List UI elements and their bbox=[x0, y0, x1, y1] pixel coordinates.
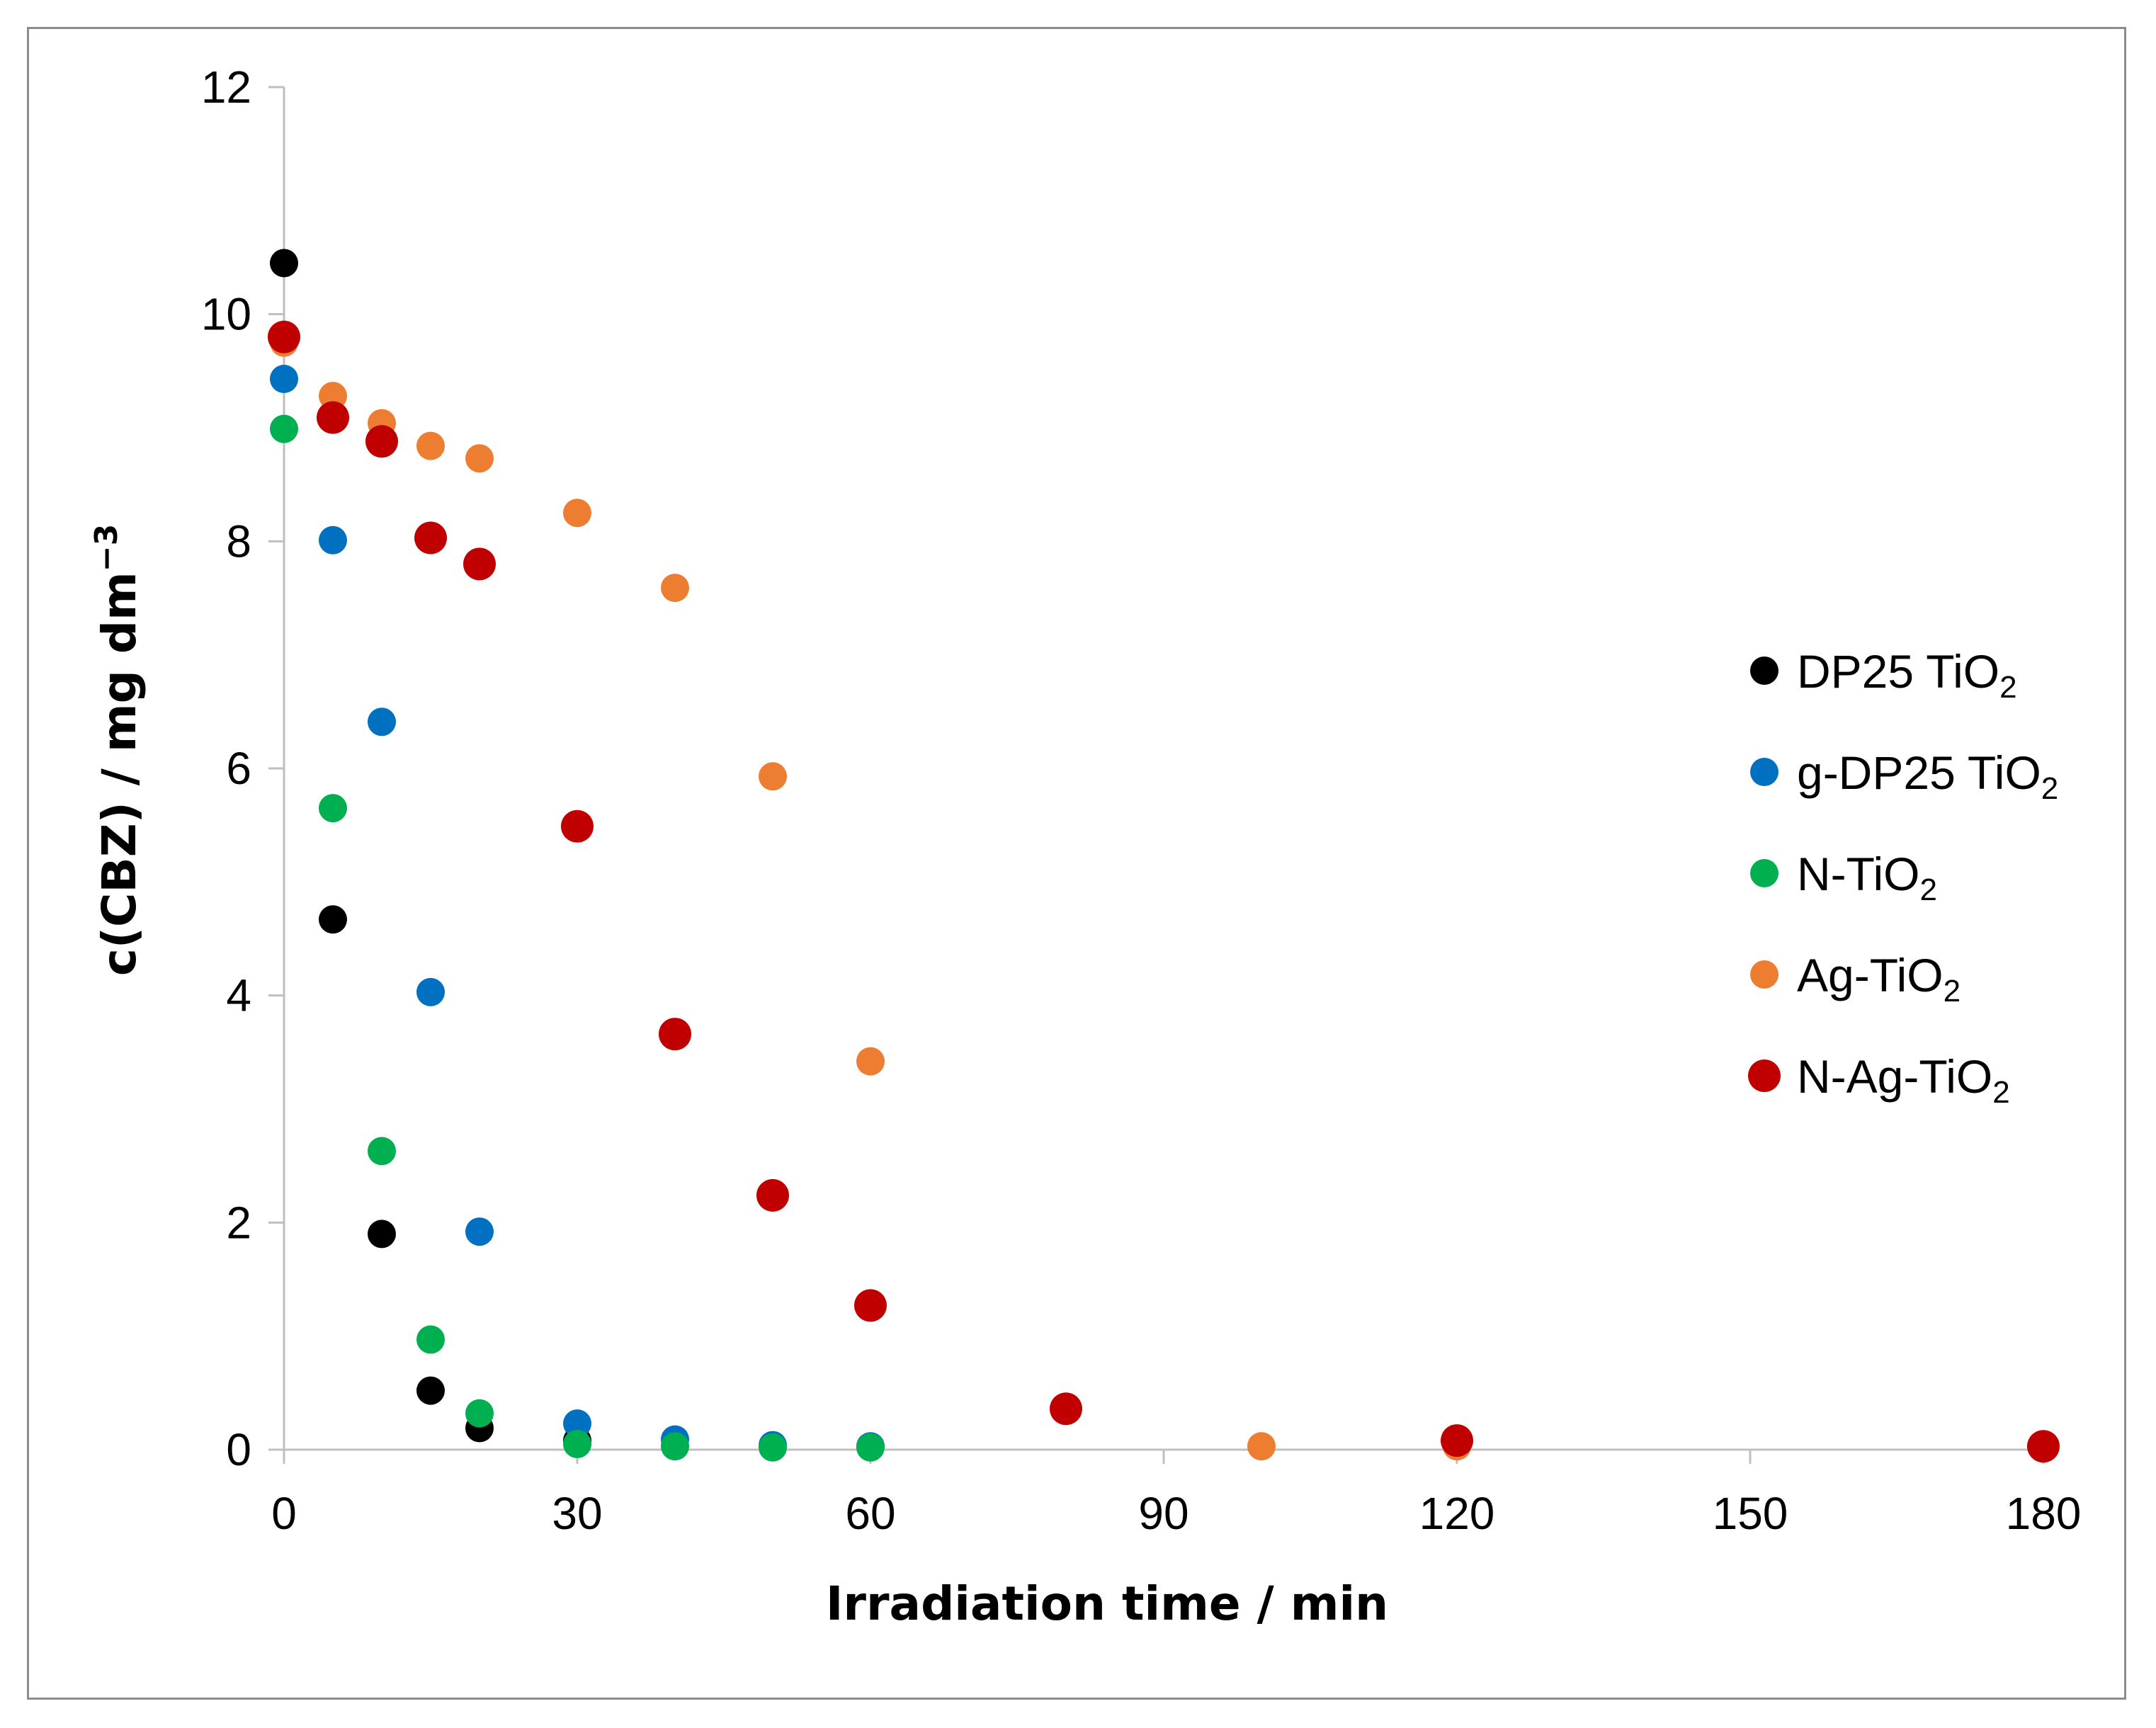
series-2 bbox=[270, 414, 885, 1462]
data-point bbox=[319, 794, 347, 823]
data-point bbox=[1050, 1392, 1082, 1426]
series-4 bbox=[268, 320, 2060, 1463]
x-tick-labels: 0 30 60 90 120 150 180 bbox=[271, 1488, 2081, 1539]
legend-label: N-TiO2 bbox=[1797, 848, 1937, 907]
chart-frame: 0 30 60 90 120 150 180 0 2 4 6 8 10 12 Irradiation t… bbox=[27, 27, 2126, 1700]
data-point bbox=[416, 1376, 445, 1405]
legend-label: Ag-TiO2 bbox=[1797, 949, 1961, 1008]
data-point bbox=[416, 431, 445, 460]
data-point bbox=[368, 1137, 396, 1166]
data-point bbox=[661, 1432, 689, 1461]
data-point bbox=[270, 365, 298, 394]
legend-marker bbox=[1750, 758, 1778, 786]
data-point bbox=[365, 425, 398, 458]
data-point bbox=[2027, 1430, 2060, 1463]
legend-marker bbox=[1750, 656, 1778, 685]
data-point bbox=[319, 525, 347, 555]
data-point bbox=[661, 574, 689, 603]
y-tick-labels: 0 2 4 6 8 10 12 bbox=[201, 62, 251, 1475]
legend-marker bbox=[1750, 960, 1778, 989]
y-tick-label: 12 bbox=[201, 62, 251, 113]
y-axis-title-superscript: −3 bbox=[89, 524, 125, 572]
x-tick-label: 120 bbox=[1419, 1488, 1495, 1539]
data-point bbox=[465, 1217, 494, 1246]
legend-item: DP25 TiO2 bbox=[1750, 645, 2017, 705]
x-tick-label: 30 bbox=[552, 1488, 602, 1539]
data-point bbox=[756, 1178, 789, 1212]
data-point bbox=[563, 499, 591, 528]
data-point bbox=[854, 1289, 887, 1322]
x-tick-label: 90 bbox=[1138, 1488, 1188, 1539]
y-tick-label: 4 bbox=[226, 970, 251, 1021]
y-tick-label: 10 bbox=[201, 289, 251, 340]
data-point bbox=[561, 809, 594, 843]
data-point bbox=[270, 249, 298, 278]
legend-item: N-Ag-TiO2 bbox=[1748, 1050, 2010, 1110]
data-point bbox=[759, 762, 787, 791]
legend-item: g-DP25 TiO2 bbox=[1750, 746, 2058, 806]
x-tick-label: 180 bbox=[2006, 1488, 2082, 1539]
y-tick-label: 2 bbox=[226, 1197, 251, 1248]
data-points bbox=[268, 249, 2060, 1463]
data-point bbox=[268, 320, 300, 353]
data-point bbox=[416, 977, 445, 1006]
legend: DP25 TiO2 g-DP25 TiO2 N-TiO2 Ag-TiO2 N-Ag-Ti… bbox=[1748, 645, 2058, 1110]
data-point bbox=[463, 547, 496, 581]
series-1 bbox=[270, 365, 885, 1461]
legend-marker bbox=[1750, 859, 1778, 887]
data-point bbox=[319, 905, 347, 934]
data-point bbox=[856, 1047, 885, 1076]
data-point bbox=[563, 1409, 591, 1438]
y-axis-title: c(CBZ) / mg dm−3 bbox=[89, 524, 147, 977]
data-point bbox=[416, 1325, 445, 1354]
data-point bbox=[563, 1429, 591, 1458]
y-tick-label: 8 bbox=[226, 516, 251, 567]
legend-label: N-Ag-TiO2 bbox=[1797, 1050, 2010, 1110]
data-point bbox=[368, 707, 396, 737]
legend-item: Ag-TiO2 bbox=[1750, 949, 1961, 1008]
legend-label: DP25 TiO2 bbox=[1797, 645, 2017, 705]
data-point bbox=[1247, 1432, 1276, 1461]
data-point bbox=[317, 401, 349, 434]
x-tick-label: 0 bbox=[271, 1488, 297, 1539]
series-0 bbox=[270, 249, 591, 1455]
scatter-chart: 0 30 60 90 120 150 180 0 2 4 6 8 10 12 Irradiation t… bbox=[89, 62, 2081, 1631]
data-point bbox=[659, 1018, 691, 1051]
x-tick-label: 150 bbox=[1713, 1488, 1788, 1539]
y-tick-label: 0 bbox=[226, 1424, 251, 1475]
data-point bbox=[465, 444, 494, 473]
legend-label: g-DP25 TiO2 bbox=[1797, 746, 2058, 806]
data-point bbox=[1441, 1424, 1473, 1457]
data-point bbox=[270, 414, 298, 443]
data-point bbox=[414, 521, 447, 555]
data-point bbox=[465, 1399, 494, 1428]
legend-marker bbox=[1748, 1059, 1781, 1092]
x-axis-title: Irradiation time / min bbox=[826, 1576, 1388, 1631]
y-axis-title-main: c(CBZ) / mg dm bbox=[92, 572, 147, 976]
data-point bbox=[759, 1433, 787, 1462]
data-point bbox=[368, 1220, 396, 1249]
x-tick-label: 60 bbox=[845, 1488, 895, 1539]
data-point bbox=[856, 1433, 885, 1462]
legend-item: N-TiO2 bbox=[1750, 848, 1937, 907]
y-tick-label: 6 bbox=[226, 743, 251, 794]
